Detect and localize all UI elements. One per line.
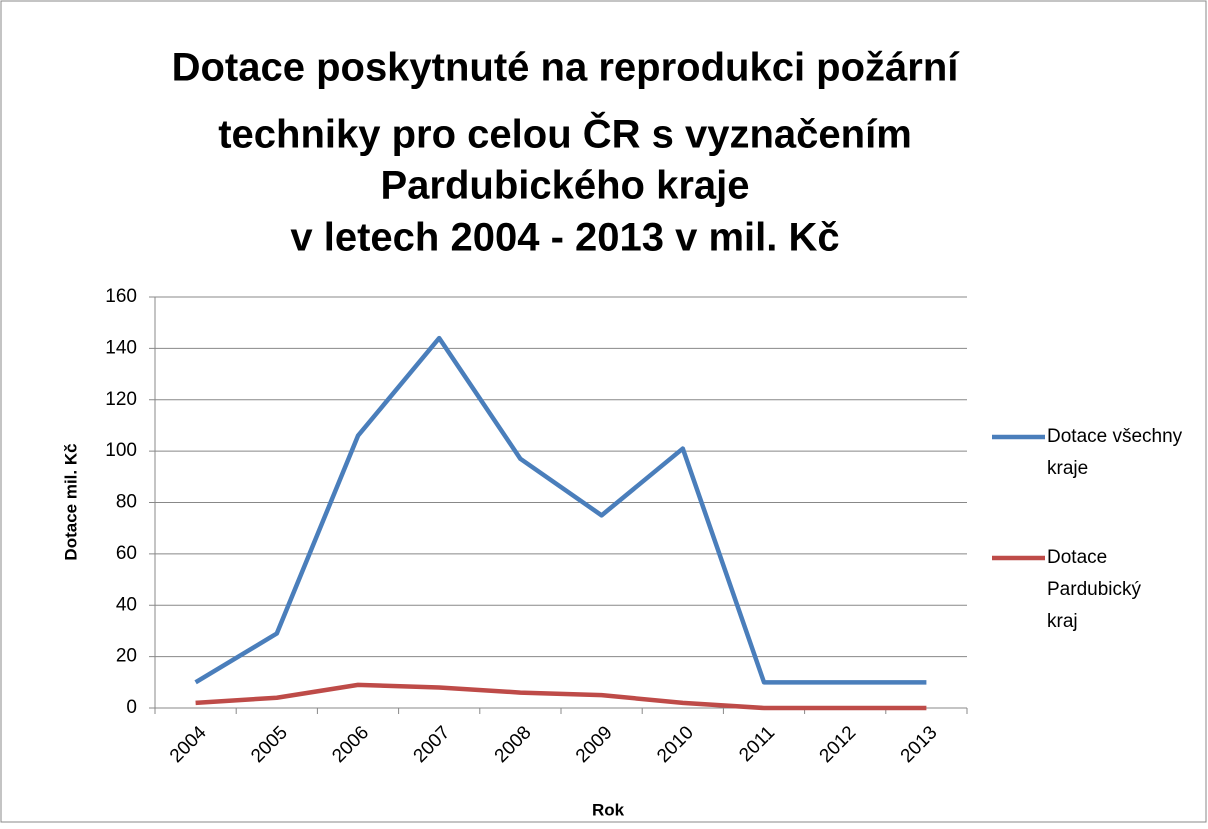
legend-entry: Dotace Pardubický kraj	[1047, 547, 1141, 632]
y-tick-label: 80	[116, 492, 137, 513]
legend-label: Dotace všechny kraje	[1047, 426, 1183, 479]
legend-entry: Dotace všechny kraje	[1047, 426, 1183, 479]
legend-label: Dotace Pardubický kraj	[1047, 547, 1141, 632]
y-tick-label: 0	[126, 697, 137, 718]
chart-title: techniky pro celou ČR s vyznačením	[218, 111, 912, 157]
chart-title: Pardubického kraje	[380, 164, 749, 208]
data-line	[195, 682, 927, 711]
y-axis-label: Dotace mil. Kč	[61, 443, 80, 560]
y-tick-label: 140	[105, 337, 137, 358]
y-tick-label: 60	[116, 543, 137, 564]
data-line	[194, 335, 927, 685]
y-tick-label: 100	[105, 440, 137, 461]
y-tick-label: 120	[105, 389, 137, 410]
y-tick-label: 160	[105, 286, 137, 307]
x-axis-label: Rok	[592, 800, 625, 819]
chart-title: v letech 2004 - 2013 v mil. Kč	[290, 216, 839, 260]
y-tick-label: 20	[116, 646, 137, 667]
chart-title: Dotace poskytnuté na reprodukci požární	[172, 46, 961, 90]
y-tick-label: 40	[116, 594, 137, 615]
